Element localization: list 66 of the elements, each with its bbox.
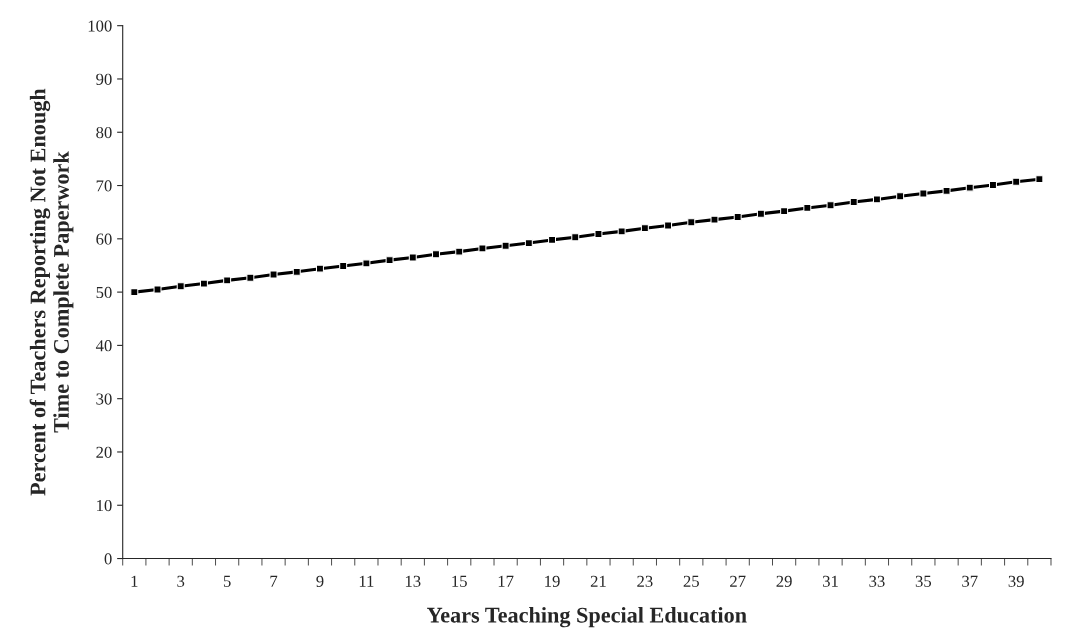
- point: [315, 264, 324, 273]
- point: [269, 270, 278, 279]
- point: [803, 203, 812, 212]
- y-tick-label: 20: [96, 446, 112, 458]
- point: [130, 288, 139, 297]
- y-tick-label: 30: [96, 393, 112, 405]
- y-tick-label: 70: [96, 180, 112, 192]
- point: [965, 183, 974, 192]
- x-tick-label: 9: [316, 575, 324, 587]
- y-tick-label: 10: [97, 499, 112, 512]
- x-axis-title: Years Teaching Special Education: [427, 606, 747, 628]
- x-tick-label: 25: [683, 575, 699, 587]
- y-tick-label: 40: [95, 340, 112, 352]
- x-tick-label: 21: [590, 575, 606, 587]
- point: [687, 218, 696, 227]
- point: [988, 181, 997, 189]
- point: [339, 262, 348, 270]
- point: [176, 282, 185, 291]
- point: [710, 215, 719, 224]
- y-tick-label: 90: [96, 73, 112, 85]
- point: [849, 198, 858, 207]
- y-axis-title: Percent of Teachers Reporting Not Enough Time to Complete Paperwork: [29, 88, 74, 496]
- point: [432, 250, 440, 259]
- x-tick-label: 3: [177, 575, 185, 587]
- y-tick-label: 80: [96, 126, 112, 139]
- x-tick-label: 39: [1008, 575, 1024, 587]
- point: [640, 224, 649, 233]
- point: [478, 244, 487, 253]
- point: [408, 253, 417, 262]
- x-tick-label: 37: [962, 575, 978, 587]
- point: [872, 195, 881, 204]
- point: [246, 273, 255, 282]
- x-tick-label: 5: [223, 575, 231, 587]
- point: [826, 201, 835, 210]
- point: [362, 259, 371, 268]
- y-tick-label: 60: [96, 233, 112, 245]
- x-tick-label: 1: [131, 575, 138, 587]
- x-tick-label: 23: [637, 575, 653, 587]
- point: [896, 192, 905, 201]
- x-tick-label: 19: [545, 575, 560, 587]
- x-tick-label: 15: [452, 575, 467, 587]
- point: [571, 233, 580, 242]
- x-tick-label: 31: [822, 575, 838, 587]
- x-tick-label: 27: [730, 575, 746, 587]
- point: [223, 276, 232, 285]
- point: [524, 239, 533, 248]
- x-tick-label: 13: [405, 575, 421, 587]
- point: [292, 267, 301, 276]
- point: [455, 247, 464, 256]
- x-tick-label: 17: [498, 575, 514, 587]
- point: [199, 279, 208, 288]
- point: [501, 241, 510, 250]
- x-tick-label: 35: [915, 575, 932, 587]
- x-tick-label: 7: [270, 575, 278, 587]
- y-tick-label: 0: [104, 553, 112, 565]
- point: [1012, 177, 1021, 186]
- point: [733, 212, 742, 221]
- point: [756, 209, 765, 218]
- x-tick-label: 29: [776, 575, 792, 587]
- point: [153, 285, 162, 294]
- y-tick-label: 50: [96, 286, 112, 299]
- point: [617, 227, 626, 236]
- x-tick-label: 33: [869, 575, 885, 587]
- y-tick-label: 100: [88, 20, 112, 32]
- x-tick-label: 11: [359, 575, 374, 587]
- point: [919, 189, 928, 198]
